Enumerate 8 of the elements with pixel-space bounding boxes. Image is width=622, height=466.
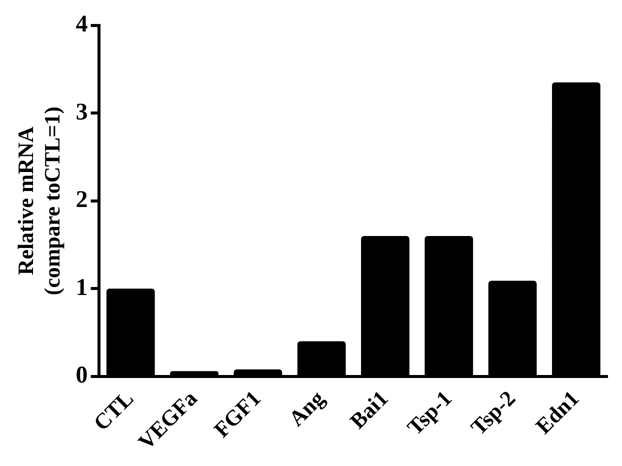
y-tick-label: 1 — [76, 274, 88, 301]
y-tick-label: 0 — [76, 362, 88, 389]
y-tick-label: 4 — [76, 12, 88, 38]
x-tick-label: Ang — [284, 386, 330, 431]
y-axis-title: Relative mRNA (compare toCTL=1) — [12, 106, 64, 296]
x-tick-label: CTL — [88, 386, 138, 436]
y-tick-label: 3 — [76, 99, 88, 126]
y-tick-label: 2 — [76, 187, 88, 214]
